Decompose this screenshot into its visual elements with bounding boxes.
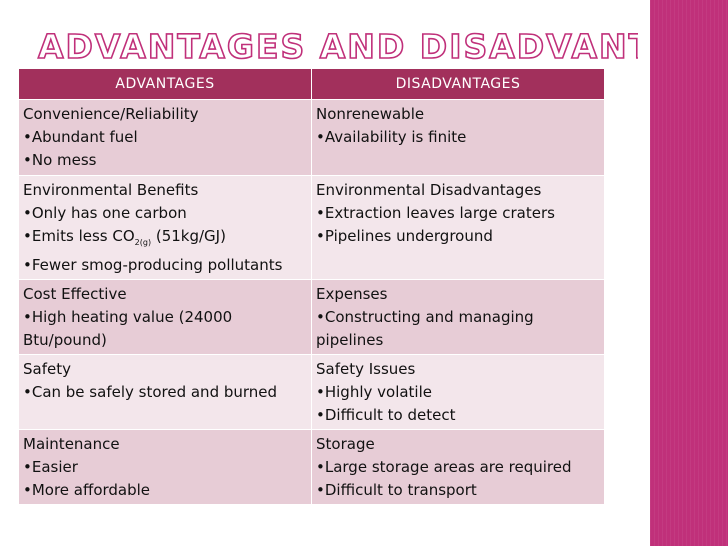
cell-line: Btu/pound) — [23, 331, 107, 349]
emit-text: •Emits less CO — [23, 227, 135, 245]
advantage-cell: Cost Effective •High heating value (2400… — [18, 279, 312, 355]
table-row: Maintenance •Easier •More affordable Sto… — [18, 429, 605, 505]
cell-line: •Difficult to detect — [316, 406, 456, 424]
cell-line: •Extraction leaves large craters — [316, 204, 555, 222]
comparison-table-container: ADVANTAGES DISADVANTAGES Convenience/Rel… — [18, 68, 605, 505]
cell-line: Safety Issues — [316, 360, 416, 378]
cell-line: Storage — [316, 435, 375, 453]
header-disadvantages: DISADVANTAGES — [311, 68, 605, 100]
cell-line: •Pipelines underground — [316, 227, 493, 245]
advantage-cell: Safety •Can be safely stored and burned — [18, 354, 312, 430]
cell-line: •No mess — [23, 151, 97, 169]
cell-line-emissions: •Emits less CO2(g) (51kg/GJ) — [23, 225, 306, 254]
header-advantages: ADVANTAGES — [18, 68, 312, 100]
cell-line: •Easier — [23, 458, 78, 476]
cell-line: Nonrenewable — [316, 105, 425, 123]
advantage-cell: Convenience/Reliability •Abundant fuel •… — [18, 99, 312, 176]
cell-line: •Can be safely stored and burned — [23, 383, 278, 401]
cell-line: Environmental Disadvantages — [316, 181, 542, 199]
table-row: Cost Effective •High heating value (2400… — [18, 279, 605, 355]
cell-line: •Difficult to transport — [316, 481, 477, 499]
cell-line: •High heating value (24000 — [23, 308, 233, 326]
emit-subscript: 2(g) — [134, 238, 152, 247]
disadvantage-cell: Safety Issues •Highly volatile •Difficul… — [311, 354, 605, 430]
emit-value: (51kg/GJ) — [151, 227, 226, 245]
page-title: ADVANTAGES AND DISADVANTAGES — [18, 24, 638, 68]
decorative-side-band — [650, 0, 728, 546]
cell-line: •More affordable — [23, 481, 151, 499]
cell-line: Environmental Benefits — [23, 181, 199, 199]
cell-line: Maintenance — [23, 435, 120, 453]
table-row: Convenience/Reliability •Abundant fuel •… — [18, 99, 605, 176]
table-row: Safety •Can be safely stored and burned … — [18, 354, 605, 430]
cell-line: •Fewer smog-producing pollutants — [23, 256, 283, 274]
cell-line: •Highly volatile — [316, 383, 432, 401]
cell-line: •Abundant fuel — [23, 128, 138, 146]
disadvantage-cell: Expenses •Constructing and managing pipe… — [311, 279, 605, 355]
cell-line: •Only has one carbon — [23, 204, 187, 222]
cell-line: •Large storage areas are required — [316, 458, 572, 476]
page-title-text: ADVANTAGES AND DISADVANTAGES — [38, 27, 638, 66]
cell-line: •Availability is finite — [316, 128, 467, 146]
disadvantage-cell: Nonrenewable •Availability is finite — [311, 99, 605, 176]
table-header-row: ADVANTAGES DISADVANTAGES — [18, 68, 605, 100]
comparison-table: ADVANTAGES DISADVANTAGES Convenience/Rel… — [18, 68, 605, 505]
table-row: Environmental Benefits •Only has one car… — [18, 175, 605, 280]
cell-line: Cost Effective — [23, 285, 127, 303]
cell-line: •Constructing and managing — [316, 308, 534, 326]
disadvantage-cell: Environmental Disadvantages •Extraction … — [311, 175, 605, 280]
advantage-cell: Maintenance •Easier •More affordable — [18, 429, 312, 505]
disadvantage-cell: Storage •Large storage areas are require… — [311, 429, 605, 505]
cell-line: Expenses — [316, 285, 388, 303]
cell-line: Convenience/Reliability — [23, 105, 199, 123]
advantage-cell: Environmental Benefits •Only has one car… — [18, 175, 312, 280]
cell-line: pipelines — [316, 331, 384, 349]
cell-line: Safety — [23, 360, 71, 378]
